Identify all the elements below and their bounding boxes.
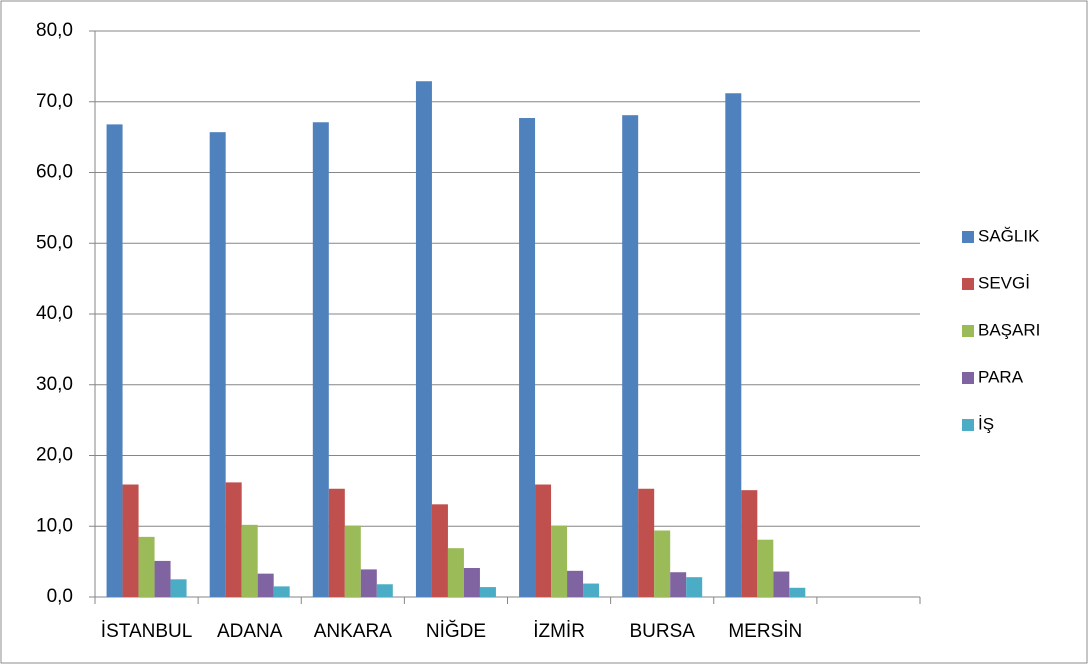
bar <box>328 488 345 597</box>
bar <box>344 525 361 597</box>
legend-swatch <box>962 278 974 290</box>
bar <box>654 530 671 597</box>
bar <box>686 577 703 597</box>
y-tick-label: 30,0 <box>36 374 73 395</box>
bar <box>170 579 187 597</box>
bar <box>725 93 742 597</box>
y-tick-label: 80,0 <box>36 20 73 41</box>
legend-label: BAŞARI <box>978 320 1040 339</box>
bar <box>360 569 377 597</box>
legend-label: SAĞLIK <box>978 226 1040 245</box>
x-tick-label: İSTANBUL <box>101 621 193 642</box>
bar <box>463 567 480 597</box>
bar <box>757 539 774 597</box>
legend-swatch <box>962 325 974 337</box>
legend-swatch <box>962 419 974 431</box>
bar <box>773 571 790 597</box>
legend: SAĞLIK SEVGİ BAŞARI PARA İŞ <box>962 226 1040 433</box>
legend-label: PARA <box>978 367 1024 386</box>
x-tick-label: İZMİR <box>533 621 585 642</box>
x-tick-label: MERSİN <box>728 621 802 642</box>
x-tick-label: ADANA <box>217 621 283 642</box>
y-tick-label: 70,0 <box>36 91 73 112</box>
bar <box>789 587 806 597</box>
y-tick-label: 0,0 <box>47 586 73 607</box>
bar <box>415 81 432 598</box>
bar <box>638 488 655 597</box>
bar <box>479 587 496 597</box>
bar <box>241 524 258 597</box>
bar <box>519 118 536 598</box>
bar <box>106 124 123 597</box>
bar <box>741 490 758 597</box>
x-tick-label: BURSA <box>629 621 695 642</box>
bar <box>551 525 568 597</box>
bar <box>154 560 171 597</box>
bar <box>122 484 139 597</box>
bar <box>273 586 290 597</box>
bar <box>535 484 552 597</box>
y-tick-label: 10,0 <box>36 515 73 536</box>
legend-swatch <box>962 231 974 243</box>
y-tick-label: 50,0 <box>36 232 73 253</box>
bar <box>257 573 274 597</box>
x-tick-label: ANKARA <box>314 621 392 642</box>
bar <box>209 132 226 598</box>
bar <box>670 572 687 597</box>
bar <box>431 504 448 597</box>
bar <box>376 584 393 597</box>
bar <box>583 583 600 597</box>
bar <box>312 122 329 597</box>
bar <box>622 115 639 597</box>
bar <box>447 548 464 597</box>
legend-label: İŞ <box>978 414 994 433</box>
y-tick-label: 60,0 <box>36 162 73 183</box>
legend-label: SEVGİ <box>978 273 1030 292</box>
x-tick-label: NİĞDE <box>426 620 486 642</box>
bar <box>225 482 242 597</box>
bar <box>567 570 584 597</box>
legend-swatch <box>962 372 974 384</box>
y-tick-label: 20,0 <box>36 445 73 466</box>
bar <box>138 536 155 597</box>
y-tick-label: 40,0 <box>36 303 73 324</box>
